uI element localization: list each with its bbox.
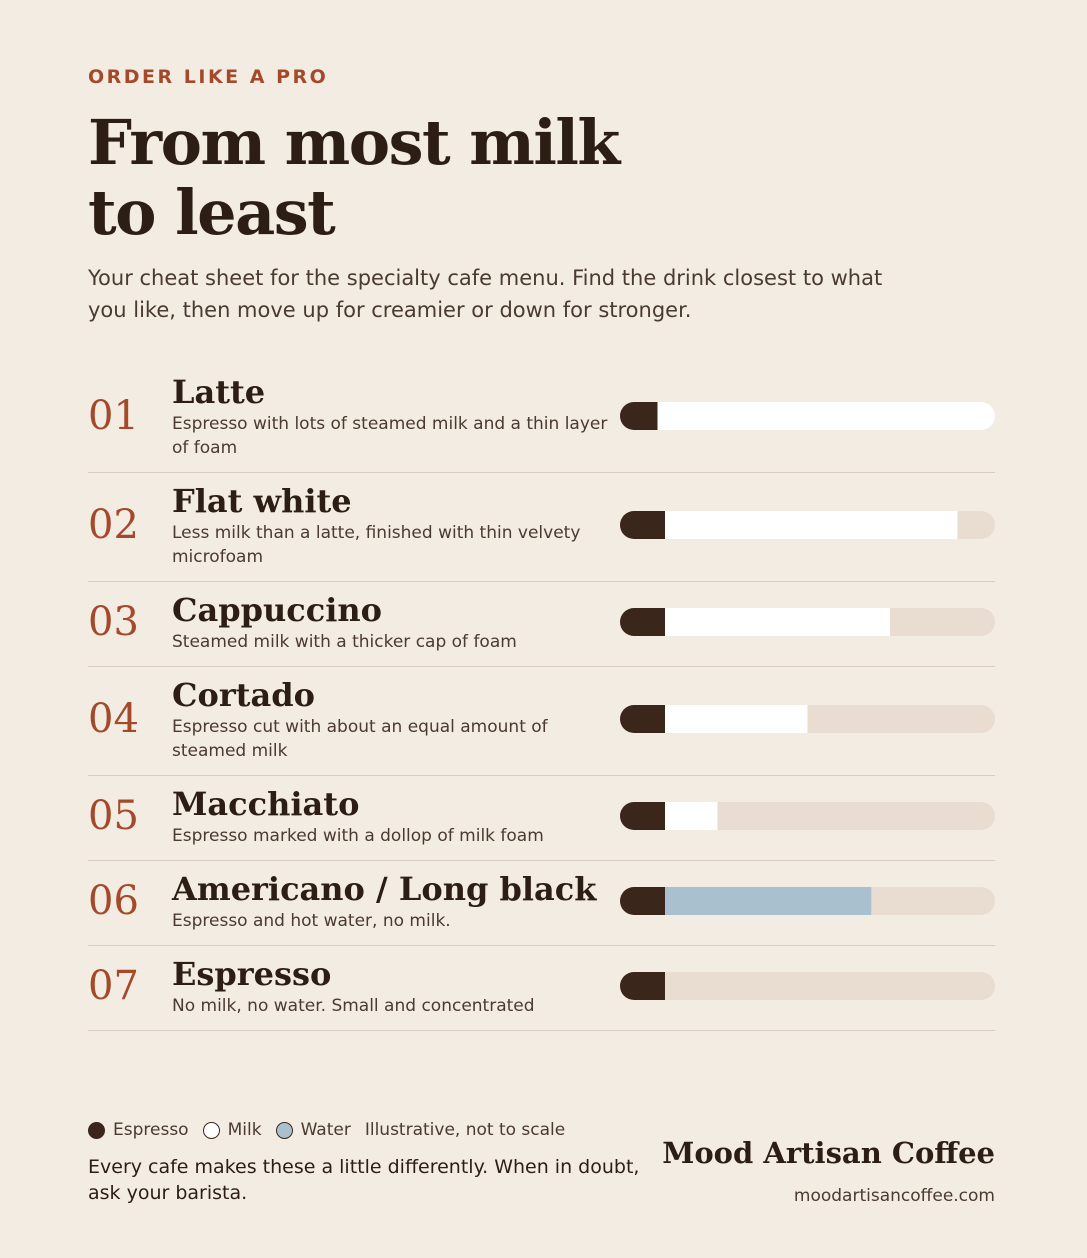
drink-row: 05 Macchiato Espresso marked with a dollop… xyxy=(88,776,995,861)
bar-segment xyxy=(657,402,995,430)
bar-segment xyxy=(620,608,665,636)
drink-list: 01 Latte Espresso with lots of steamed mil… xyxy=(88,364,995,1031)
legend-swatch xyxy=(88,1121,105,1139)
legend: Espresso Milk Water Illustrative, not to sc… xyxy=(88,1120,995,1140)
drink-row: 03 Cappuccino Steamed milk with a thicker … xyxy=(88,582,995,667)
drink-description: Espresso and hot water, no milk. xyxy=(172,911,451,931)
drink-name: Americano / Long black xyxy=(172,870,597,908)
title-line: to least xyxy=(88,176,336,249)
legend-item: Water xyxy=(275,1120,351,1140)
bar-group xyxy=(620,972,995,1000)
bar-track xyxy=(620,972,995,1000)
bar-group xyxy=(620,887,995,915)
bar-segment xyxy=(665,887,872,915)
drink-bar xyxy=(620,402,995,430)
drink-bar xyxy=(620,972,995,1000)
drink-row: 06 Americano / Long black Espresso and hot… xyxy=(88,861,995,946)
drink-number: 01 xyxy=(88,393,139,439)
drink-number: 04 xyxy=(88,696,139,742)
drink-number: 07 xyxy=(88,963,139,1009)
legend-swatch xyxy=(202,1121,220,1139)
drink-number: 03 xyxy=(88,599,139,645)
drink-row: 01 Latte Espresso with lots of steamed mil… xyxy=(88,364,995,473)
bar-segment xyxy=(620,972,665,1000)
drink-text: Cortado Espresso cut with about an equal … xyxy=(172,675,620,763)
legend-note: Illustrative, not to scale xyxy=(364,1120,566,1140)
legend-label: Water xyxy=(300,1120,351,1140)
drink-name: Espresso xyxy=(172,955,332,993)
intro: Your cheat sheet for the specialty cafe … xyxy=(88,266,883,322)
title: From most milk to least xyxy=(88,108,995,248)
drink-name: Macchiato xyxy=(172,785,360,823)
drink-text: Flat white Less milk than a latte, finish… xyxy=(172,481,620,569)
legend-item: Espresso xyxy=(88,1120,189,1140)
bar-segment xyxy=(665,511,958,539)
legend-label: Milk xyxy=(227,1120,262,1140)
drink-row: 02 Flat white Less milk than a latte, fini… xyxy=(88,473,995,582)
drink-row: 07 Espresso No milk, no water. Small and c… xyxy=(88,946,995,1031)
bar-segment xyxy=(620,402,658,430)
brand: Mood Artisan Coffee xyxy=(662,1136,995,1170)
drink-bar xyxy=(620,802,995,830)
bar-segment xyxy=(665,802,718,830)
drink-number: 05 xyxy=(88,793,139,839)
drink-description: Espresso marked with a dollop of milk fo… xyxy=(172,826,544,846)
legend-label: Espresso xyxy=(113,1120,189,1140)
bar-group xyxy=(620,608,995,636)
drink-bar xyxy=(620,511,995,539)
drink-number: 02 xyxy=(88,502,139,548)
url: moodartisancoffee.com xyxy=(793,1186,995,1206)
drink-description: Less milk than a latte, finished with th… xyxy=(172,523,581,567)
drink-text: Cappuccino Steamed milk with a thicker ca… xyxy=(172,590,620,654)
bar-group xyxy=(620,402,995,430)
drink-name: Cappuccino xyxy=(172,591,382,629)
drink-name: Flat white xyxy=(172,482,352,520)
drink-bar xyxy=(620,887,995,915)
drink-text: Latte Espresso with lots of steamed milk … xyxy=(172,372,620,460)
drink-text: Espresso No milk, no water. Small and con… xyxy=(172,954,620,1018)
drink-row: 04 Cortado Espresso cut with about an equa… xyxy=(88,667,995,776)
bar-segment xyxy=(665,608,890,636)
eyebrow: ORDER LIKE A PRO xyxy=(88,66,329,88)
drink-bar xyxy=(620,608,995,636)
legend-swatch xyxy=(275,1121,293,1139)
bar-group xyxy=(620,511,995,539)
drink-description: No milk, no water. Small and concentrate… xyxy=(172,996,535,1016)
drink-name: Cortado xyxy=(172,676,315,714)
drink-description: Steamed milk with a thicker cap of foam xyxy=(172,632,517,652)
bar-segment xyxy=(620,705,665,733)
drink-bar xyxy=(620,705,995,733)
bar-group xyxy=(620,705,995,733)
bar-segment xyxy=(620,802,665,830)
title-line: From most milk xyxy=(88,106,620,179)
drink-text: Americano / Long black Espresso and hot w… xyxy=(172,869,620,933)
drink-description: Espresso with lots of steamed milk and a… xyxy=(172,414,608,458)
bar-segment xyxy=(620,511,665,539)
footer: Espresso Milk Water Illustrative, not to sc… xyxy=(88,1120,995,1206)
drink-description: Espresso cut with about an equal amount … xyxy=(172,717,548,761)
bar-group xyxy=(620,802,995,830)
bar-segment xyxy=(620,887,665,915)
drink-number: 06 xyxy=(88,878,139,924)
drink-text: Macchiato Espresso marked with a dollop o… xyxy=(172,784,620,848)
drink-name: Latte xyxy=(172,373,266,411)
content: ORDER LIKE A PRO From most milk to least… xyxy=(88,66,995,1031)
legend-item: Milk xyxy=(202,1120,262,1140)
bar-segment xyxy=(665,705,808,733)
footer-note: Every cafe makes these a little differen… xyxy=(88,1156,640,1204)
